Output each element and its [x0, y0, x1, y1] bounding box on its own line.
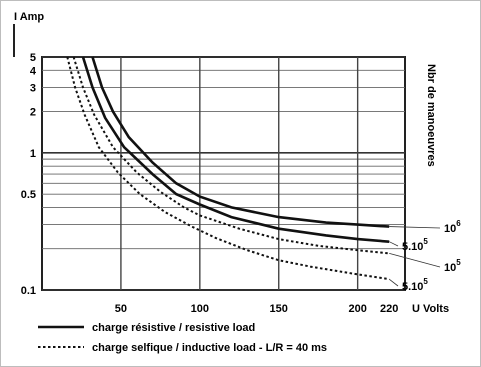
series-line-1: [91, 56, 390, 228]
x-tick-label: 200: [348, 303, 366, 315]
x-axis-label: U Volts: [412, 303, 449, 315]
x-tick-label: 100: [191, 303, 209, 315]
ops-leader-line: [389, 241, 399, 247]
ops-label: 105: [444, 258, 461, 274]
ops-axis-label: Nbr de manoeuvres: [425, 64, 437, 167]
x-tick-label: 150: [270, 303, 288, 315]
ops-label-exponent: 5: [423, 237, 428, 246]
series-line-3: [72, 56, 390, 255]
ops-label-base: 10: [444, 223, 456, 235]
ops-label-exponent: 6: [456, 219, 461, 228]
ops-label-exponent: 5: [456, 258, 461, 267]
ops-label: 106: [444, 219, 461, 235]
series-line-4: [66, 56, 390, 281]
legend-label: charge selfique / inductive load - L/R =…: [92, 342, 327, 354]
x-tick-label: 50: [115, 303, 127, 315]
y-tick-label: 2: [30, 107, 36, 119]
y-tick-label: 0.5: [21, 189, 36, 201]
ops-label-base: 5.10: [402, 281, 423, 293]
y-tick-label: 0.1: [21, 285, 36, 297]
ops-label-base: 5.10: [402, 241, 423, 253]
ops-leader-line: [389, 226, 441, 229]
ops-label: 5.105: [402, 237, 428, 253]
series-line-2: [81, 56, 390, 243]
y-axis-label: I Amp: [14, 11, 44, 23]
ops-label-exponent: 5: [423, 277, 428, 286]
plot-border: [41, 56, 406, 291]
ops-leader-line: [389, 252, 441, 268]
ops-label: 5.105: [402, 277, 428, 293]
ops-label-base: 10: [444, 262, 456, 274]
y-tick-label: 1: [30, 148, 36, 160]
ops-leader-line: [388, 278, 399, 287]
y-tick-label: 5: [30, 52, 36, 64]
x-tick-label: 220: [380, 303, 398, 315]
y-tick-label: 4: [30, 65, 37, 77]
legend-label: charge résistive / resistive load: [92, 322, 255, 334]
y-tick-label: 3: [30, 82, 36, 94]
